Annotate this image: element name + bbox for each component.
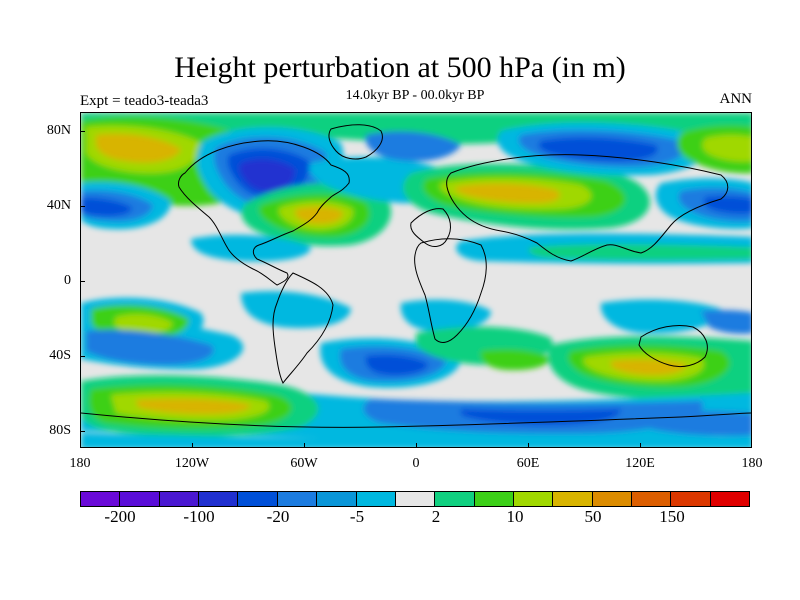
map-subtitle: 14.0kyr BP - 00.0kyr BP (345, 88, 485, 103)
height-perturbation-field (81, 113, 751, 447)
lat-label-0: 0 (64, 273, 71, 288)
map-panel (80, 112, 752, 448)
lon-tick (416, 443, 417, 448)
lat-label-80n: 80N (46, 123, 71, 138)
contour-fill-layer (81, 113, 751, 447)
lon-tick (528, 443, 529, 448)
lat-tick (80, 431, 85, 432)
colorbar-label: 150 (659, 507, 685, 526)
lon-tick (192, 443, 193, 448)
lat-tick (80, 131, 85, 132)
colorbar-swatch (513, 492, 554, 506)
colorbar-swatch (671, 492, 711, 506)
colorbar-swatch (395, 492, 436, 506)
lat-label-40s: 40S (49, 348, 71, 363)
colorbar-swatch (81, 492, 121, 506)
lat-label-80s: 80S (49, 423, 71, 438)
lon-label-0: 0 (412, 456, 420, 471)
coastline-layer (81, 124, 751, 428)
colorbar-swatch (199, 492, 239, 506)
colorbar-label: -5 (349, 507, 365, 526)
experiment-label: Expt = teado3-teada3 (80, 93, 209, 109)
colorbar-swatch (159, 492, 200, 506)
colorbar-label: -200 (104, 507, 136, 526)
lat-label-40n: 40N (46, 198, 71, 213)
colorbar-label: 10 (506, 507, 524, 526)
lon-label-180e: 180 (741, 456, 763, 471)
lat-tick (80, 206, 85, 207)
lon-tick (304, 443, 305, 448)
lat-tick (80, 281, 85, 282)
colorbar-swatch (120, 492, 160, 506)
colorbar-label: 50 (584, 507, 602, 526)
colorbar-swatch (632, 492, 672, 506)
colorbar-swatch (317, 492, 357, 506)
lon-label-120w: 120W (174, 456, 210, 471)
colorbar-label: 2 (431, 507, 441, 526)
map-title: Height perturbation at 500 hPa (in m) (174, 51, 626, 84)
season-label: ANN (719, 91, 753, 107)
colorbar-swatch (435, 492, 475, 506)
lat-tick (80, 356, 85, 357)
colorbar-label: -100 (183, 507, 215, 526)
colorbar (80, 491, 750, 507)
colorbar-swatch (592, 492, 633, 506)
lon-label-60w: 60W (290, 456, 318, 471)
lon-label-120e: 120E (625, 456, 655, 471)
lon-label-60e: 60E (516, 456, 540, 471)
colorbar-swatch (474, 492, 514, 506)
colorbar-swatch (277, 492, 318, 506)
colorbar-swatch (710, 492, 750, 506)
colorbar-swatch (553, 492, 593, 506)
lon-label-180w: 180 (69, 456, 91, 471)
colorbar-swatch (356, 492, 396, 506)
colorbar-swatch (238, 492, 278, 506)
colorbar-label: -20 (266, 507, 290, 526)
lon-tick (640, 443, 641, 448)
